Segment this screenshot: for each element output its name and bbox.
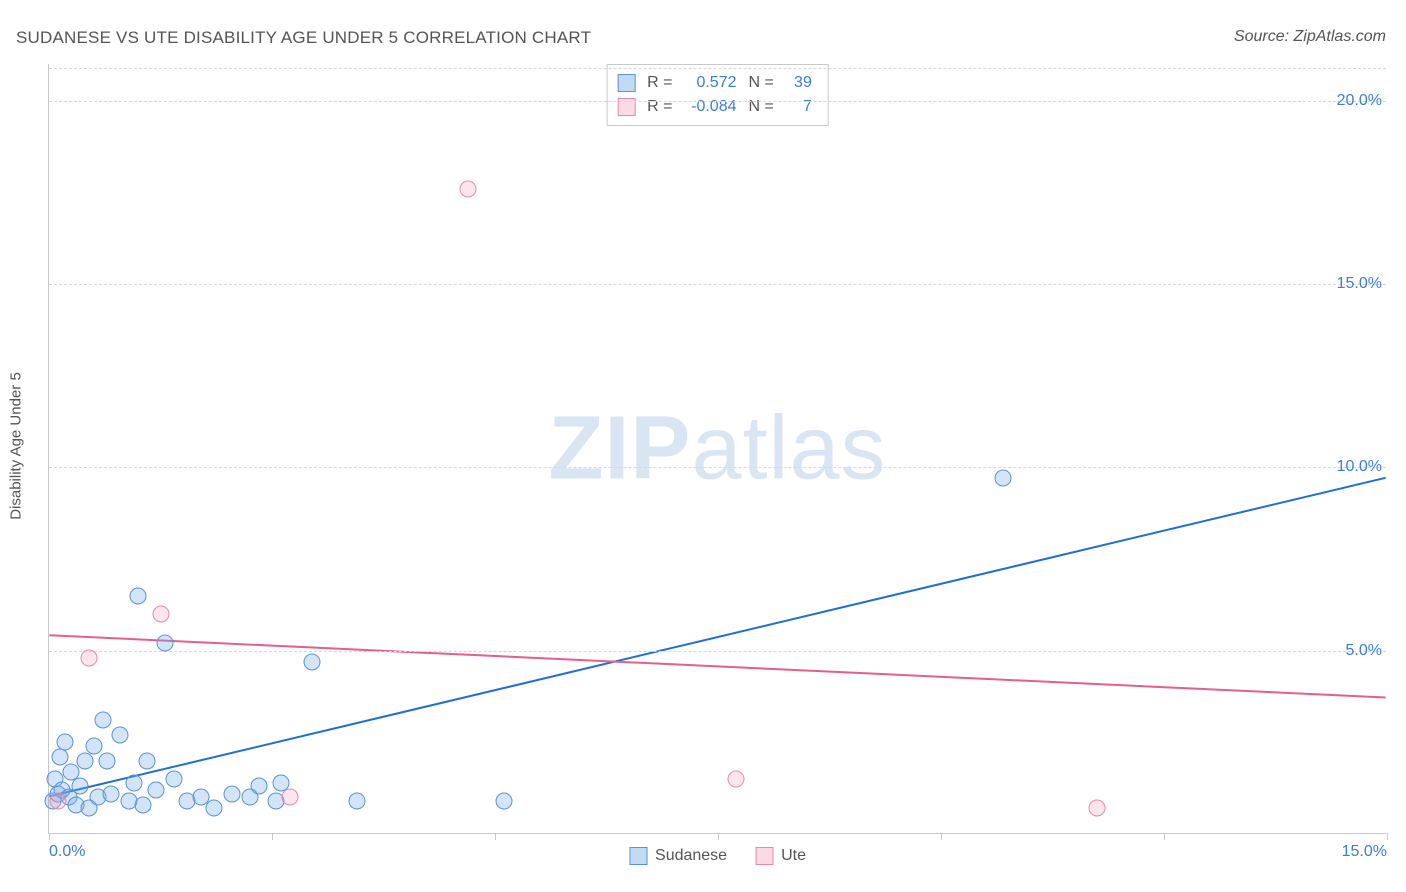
trend-line xyxy=(49,478,1385,797)
scatter-point xyxy=(125,774,142,791)
chart-title: SUDANESE VS UTE DISABILITY AGE UNDER 5 C… xyxy=(16,28,591,48)
trend-lines-svg xyxy=(49,64,1386,833)
watermark-bold: ZIP xyxy=(548,398,691,498)
x-tick xyxy=(1387,833,1388,840)
scatter-point xyxy=(98,752,115,769)
x-tick-label: 0.0% xyxy=(49,843,85,861)
grid-line xyxy=(49,467,1386,468)
watermark-rest: atlas xyxy=(691,398,886,498)
scatter-point xyxy=(112,727,129,744)
x-tick xyxy=(718,833,719,840)
grid-line xyxy=(49,68,1386,69)
r-value: 0.572 xyxy=(685,71,737,95)
legend-swatch-blue xyxy=(629,847,647,865)
n-label: N = xyxy=(749,95,774,119)
series-legend-label: Sudanese xyxy=(655,847,727,865)
r-label: R = xyxy=(647,71,672,95)
correlation-legend-row: R = -0.084 N = 7 xyxy=(617,95,812,119)
series-legend-label: Ute xyxy=(781,847,806,865)
x-tick xyxy=(941,833,942,840)
scatter-point xyxy=(152,606,169,623)
scatter-point xyxy=(156,635,173,652)
scatter-point xyxy=(72,778,89,795)
r-label: R = xyxy=(647,95,672,119)
watermark: ZIPatlas xyxy=(548,397,886,500)
y-tick-label: 10.0% xyxy=(1337,458,1388,476)
x-tick xyxy=(272,833,273,840)
r-value: -0.084 xyxy=(685,95,737,119)
correlation-legend-row: R = 0.572 N = 39 xyxy=(617,71,812,95)
scatter-point xyxy=(495,793,512,810)
scatter-point xyxy=(727,771,744,788)
scatter-point xyxy=(223,785,240,802)
grid-line xyxy=(49,284,1386,285)
scatter-point xyxy=(304,653,321,670)
scatter-point xyxy=(57,734,74,751)
legend-swatch-blue xyxy=(617,74,635,92)
scatter-point xyxy=(281,789,298,806)
trend-line xyxy=(49,635,1385,697)
scatter-point xyxy=(134,796,151,813)
series-legend-item: Ute xyxy=(755,847,806,865)
scatter-point xyxy=(49,793,66,810)
source-attribution: Source: ZipAtlas.com xyxy=(1234,28,1386,46)
x-tick xyxy=(495,833,496,840)
scatter-point xyxy=(460,180,477,197)
y-tick-label: 20.0% xyxy=(1337,92,1388,110)
scatter-point xyxy=(165,771,182,788)
n-label: N = xyxy=(749,71,774,95)
y-tick-label: 15.0% xyxy=(1337,275,1388,293)
plot-area: ZIPatlas R = 0.572 N = 39 R = -0.084 N =… xyxy=(48,64,1386,834)
correlation-legend: R = 0.572 N = 39 R = -0.084 N = 7 xyxy=(606,64,829,126)
scatter-point xyxy=(348,793,365,810)
x-tick-label: 15.0% xyxy=(1342,843,1387,861)
scatter-point xyxy=(148,782,165,799)
chart-container: SUDANESE VS UTE DISABILITY AGE UNDER 5 C… xyxy=(0,0,1406,892)
scatter-point xyxy=(250,778,267,795)
y-axis-label: Disability Age Under 5 xyxy=(8,372,25,520)
scatter-point xyxy=(995,470,1012,487)
series-legend-item: Sudanese xyxy=(629,847,727,865)
series-legend: Sudanese Ute xyxy=(629,847,806,865)
legend-swatch-pink xyxy=(755,847,773,865)
x-tick xyxy=(49,833,50,840)
grid-line xyxy=(49,651,1386,652)
n-value: 7 xyxy=(786,95,812,119)
grid-line xyxy=(49,101,1386,102)
scatter-point xyxy=(130,587,147,604)
y-tick-label: 5.0% xyxy=(1346,642,1388,660)
scatter-point xyxy=(81,650,98,667)
scatter-point xyxy=(51,749,68,766)
scatter-point xyxy=(94,712,111,729)
x-tick xyxy=(1164,833,1165,840)
scatter-point xyxy=(85,738,102,755)
scatter-point xyxy=(76,752,93,769)
scatter-point xyxy=(139,752,156,769)
scatter-point xyxy=(103,785,120,802)
n-value: 39 xyxy=(786,71,812,95)
scatter-point xyxy=(206,800,223,817)
scatter-point xyxy=(1089,800,1106,817)
